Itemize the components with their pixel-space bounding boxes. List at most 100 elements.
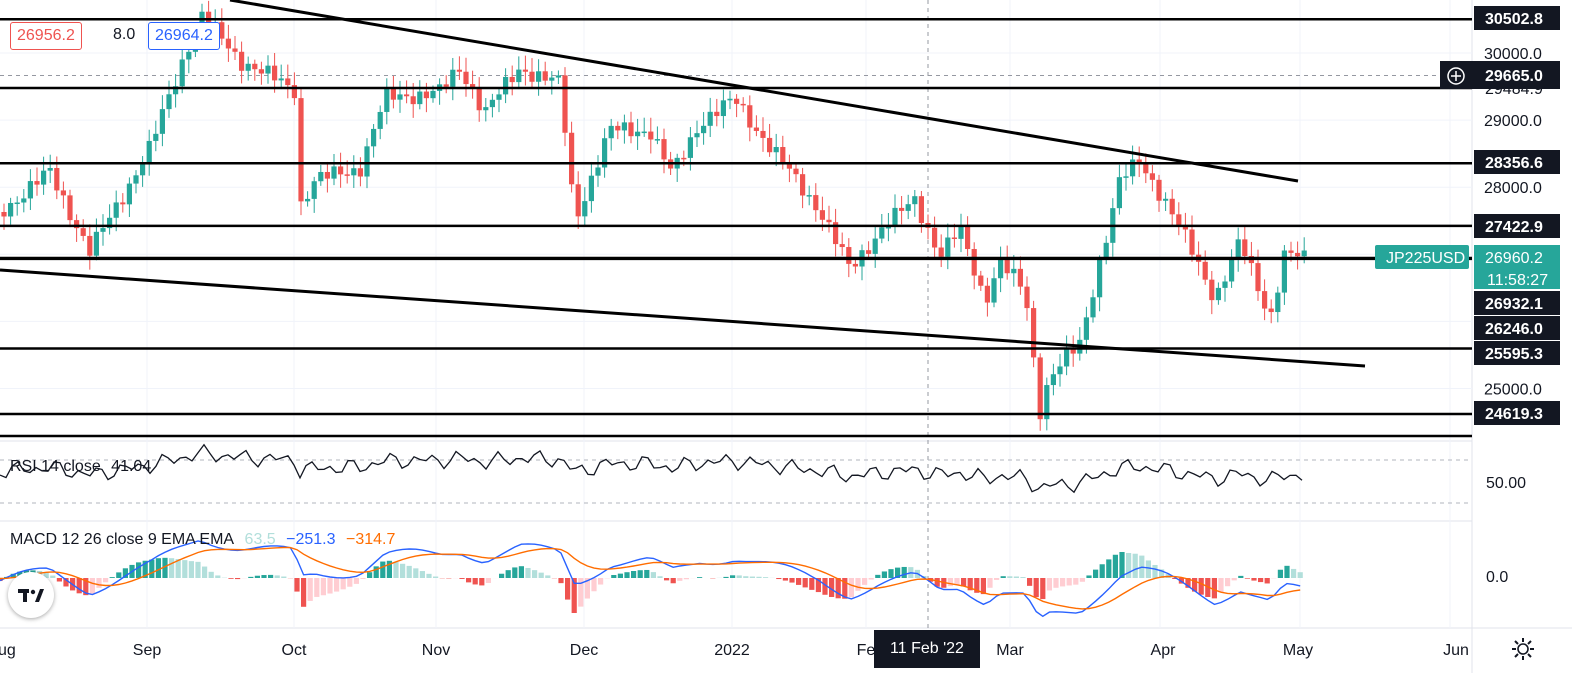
macd-legend[interactable]: MACD 12 26 close 9 EMA EMA 63.5 −251.3 −… xyxy=(10,531,401,549)
macd-hist-bar xyxy=(974,578,980,593)
time-axis-label: Jun xyxy=(1443,642,1469,659)
rsi-title: RSI 14 close xyxy=(10,458,101,475)
candle-body xyxy=(1149,173,1155,180)
candle-body xyxy=(1222,281,1228,288)
macd-hist-bar xyxy=(188,561,194,578)
macd-hist-bar xyxy=(796,578,802,585)
macd-hist-bar xyxy=(56,578,62,582)
macd-hist-bar xyxy=(1000,576,1006,578)
time-axis-label: May xyxy=(1283,642,1313,659)
macd-hist-bar xyxy=(584,578,590,599)
price-level-badge xyxy=(1474,291,1560,315)
candle-body xyxy=(681,157,687,160)
candle xyxy=(397,80,403,113)
macd-hist-bar xyxy=(763,577,769,578)
candle-body xyxy=(707,111,713,126)
candle-body xyxy=(298,98,304,202)
candle xyxy=(357,157,363,187)
candle xyxy=(311,176,317,213)
macd-hist-bar xyxy=(50,575,56,578)
macd-hist-bar xyxy=(1086,575,1092,578)
symbol-label: JP225USD xyxy=(1386,250,1465,267)
candle-body xyxy=(621,122,627,131)
candle xyxy=(133,170,139,194)
candle-body xyxy=(239,51,245,71)
ask-price-box[interactable]: 26964.2 xyxy=(148,22,220,50)
macd-hist-bar xyxy=(683,578,689,580)
candle-body xyxy=(714,111,720,117)
candle xyxy=(852,258,858,274)
candle xyxy=(179,49,185,94)
candle xyxy=(338,152,344,188)
tradingview-logo[interactable] xyxy=(8,572,54,618)
macd-hist-bar xyxy=(1185,578,1191,588)
candle xyxy=(938,234,944,268)
crosshair-add-button[interactable] xyxy=(1440,63,1474,89)
candle xyxy=(674,153,680,182)
crosshair-date-label: 11 Feb '22 xyxy=(874,630,980,668)
candle xyxy=(265,55,271,84)
candle-body xyxy=(351,168,357,176)
candle xyxy=(8,197,14,225)
candle-body xyxy=(483,107,489,111)
candle-body xyxy=(569,132,575,185)
macd-hist-bar xyxy=(1060,578,1066,587)
macd-hist-bar xyxy=(340,578,346,590)
candle-body xyxy=(291,85,297,99)
macd-hist-bar xyxy=(63,578,69,587)
candle-body xyxy=(463,71,469,85)
candle-body xyxy=(648,131,654,140)
candle-body xyxy=(456,69,462,72)
macd-hist-bar xyxy=(373,566,379,578)
macd-hist-bar xyxy=(400,563,406,578)
candle-body xyxy=(1044,385,1050,420)
crosshair-plus-icon xyxy=(1447,67,1465,85)
macd-hist-bar xyxy=(1192,578,1198,592)
candle xyxy=(608,118,614,151)
rsi-legend[interactable]: RSI 14 close 41.04 xyxy=(10,458,157,476)
macd-hist-bar xyxy=(848,578,854,598)
candle xyxy=(1202,250,1208,285)
candle xyxy=(489,93,495,118)
candle-body xyxy=(1024,286,1030,309)
candle xyxy=(555,70,561,85)
candle xyxy=(1222,275,1228,302)
lower-trend-line xyxy=(0,268,1366,368)
candle-body xyxy=(80,228,86,236)
candle-body xyxy=(153,133,159,141)
candle-body xyxy=(1116,177,1122,209)
macd-hist-bar xyxy=(320,578,326,596)
candle xyxy=(318,164,324,186)
candle xyxy=(1123,162,1129,191)
time-axis-label: Apr xyxy=(1151,642,1177,659)
candle-body xyxy=(516,69,522,83)
macd-hist-bar xyxy=(980,578,986,595)
candle-body xyxy=(1031,308,1037,358)
candle xyxy=(166,80,172,118)
candle xyxy=(443,75,449,94)
macd-hist-bar xyxy=(472,578,478,585)
candle xyxy=(1235,227,1241,272)
candle-body xyxy=(701,125,707,134)
candle xyxy=(1037,353,1043,431)
macd-hist-bar xyxy=(103,578,109,583)
bid-price-box[interactable]: 26956.2 xyxy=(10,22,82,50)
macd-hist-bar xyxy=(1218,578,1224,593)
price-axis-tick: 25000.0 xyxy=(1484,382,1542,399)
candle xyxy=(1050,363,1056,396)
macd-signal-value: −314.7 xyxy=(345,531,396,548)
candle xyxy=(899,196,905,225)
candle xyxy=(648,117,654,154)
candle-body xyxy=(107,217,113,229)
candle-body xyxy=(971,249,977,276)
macd-hist-bar xyxy=(122,568,128,578)
macd-hist-bar xyxy=(901,566,907,578)
countdown-label: 11:58:27 xyxy=(1487,272,1548,289)
settings-button[interactable] xyxy=(1510,636,1536,662)
macd-hist-bar xyxy=(994,578,1000,580)
macd-hist-value: 63.5 xyxy=(244,531,276,548)
candle xyxy=(912,189,918,217)
price-level-label: 24619.3 xyxy=(1485,406,1543,423)
time-axis-label: Nov xyxy=(422,642,450,659)
